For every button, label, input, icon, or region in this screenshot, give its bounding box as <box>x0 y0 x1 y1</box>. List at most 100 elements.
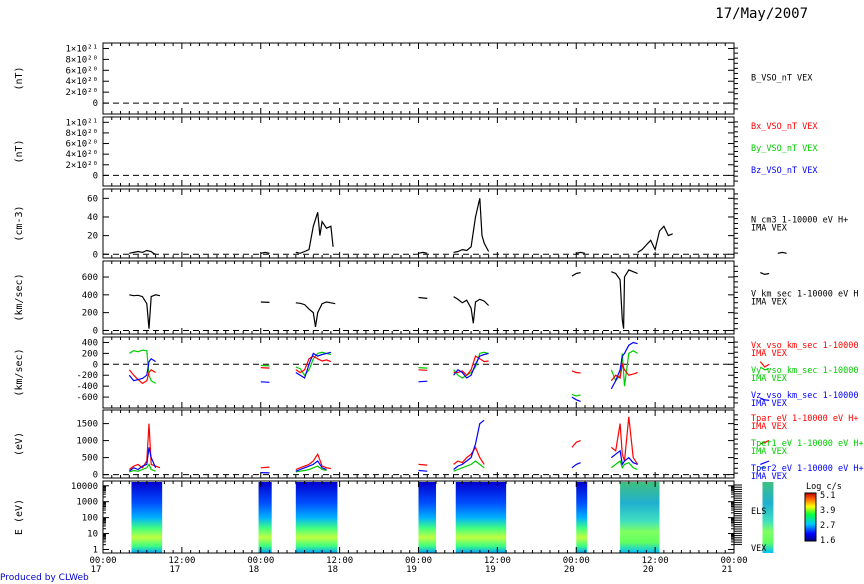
series-line <box>295 452 331 471</box>
series-line <box>295 465 327 473</box>
series-line <box>418 469 428 472</box>
x-tick-day-label: 17 <box>169 565 180 575</box>
series-line <box>576 251 586 254</box>
series-line <box>128 349 156 384</box>
y-axis-label: (nT) <box>14 66 25 90</box>
y-tick-label: 6×10²⁰ <box>65 140 98 150</box>
series-line <box>759 366 770 371</box>
legend-entry: IMA VEX <box>751 422 788 432</box>
series-line <box>418 369 428 371</box>
series-line <box>571 440 581 448</box>
series-line <box>610 449 638 467</box>
y-tick-label: 0 <box>93 250 98 260</box>
y-tick-label: -200 <box>76 371 98 381</box>
series-line <box>610 460 638 471</box>
y-tick-label: 200 <box>82 309 98 319</box>
series-line <box>128 423 161 470</box>
legend-entry: IMA VEX <box>751 447 788 457</box>
y-tick-label: 1×10²¹ <box>65 44 98 54</box>
panel-frame <box>102 409 735 479</box>
y-tick-label: 100 <box>82 514 98 524</box>
legend-entry: IMA VEX <box>751 374 788 384</box>
series-line <box>295 460 327 472</box>
y-tick-label: 4×10²⁰ <box>65 77 98 87</box>
spectrogram-block <box>418 482 437 553</box>
y-tick-label: 1000 <box>76 437 98 447</box>
y-tick-label: 1×10²¹ <box>65 118 98 128</box>
y-tick-label: 1000 <box>76 498 98 508</box>
legend-entry: VEX <box>751 544 767 554</box>
y-tick-label: -400 <box>76 382 98 392</box>
y-tick-label: 400 <box>82 338 98 348</box>
x-tick-time-label: 12:00 <box>326 556 353 566</box>
legend-entry: Tpar_eV 1-10000 eV H+ <box>751 414 858 424</box>
x-tick-day-label: 19 <box>406 565 417 575</box>
series-line <box>453 352 489 379</box>
y-axis-label: (km/sec) <box>14 348 25 396</box>
series-line <box>418 463 428 466</box>
spectrogram-block <box>295 482 338 553</box>
x-tick-day-label: 20 <box>643 565 654 575</box>
series-line <box>129 463 156 473</box>
spectrogram-block <box>620 482 660 553</box>
y-tick-label: 20 <box>87 232 98 242</box>
series-line <box>571 462 581 469</box>
series-line <box>610 416 639 465</box>
y-axis-label: E (eV) <box>14 499 25 535</box>
colorbar-tick-label: 3.9 <box>820 506 835 516</box>
legend-entry: V_km_sec 1-10000 eV H <box>751 290 858 300</box>
legend-entry: IMA VEX <box>751 349 788 359</box>
spectrogram-block <box>131 482 163 553</box>
x-tick-day-label: 20 <box>564 565 575 575</box>
series-line <box>260 381 270 383</box>
series-line <box>610 341 638 390</box>
series-line <box>571 393 581 397</box>
colorbar-tick-label: 5.1 <box>820 491 835 501</box>
x-tick-day-label: 18 <box>248 565 259 575</box>
y-tick-label: 4×10²⁰ <box>65 150 98 160</box>
series-line <box>128 447 157 472</box>
colorbar <box>804 492 817 542</box>
series-line <box>128 369 156 385</box>
legend-entry: IMA VEX <box>751 298 788 308</box>
legend-entry: Bx_VSO_nT VEX <box>751 122 818 132</box>
colorbar-label: Log c/s <box>806 482 842 492</box>
x-tick-time-label: 00:00 <box>247 556 274 566</box>
x-tick-time-label: 00:00 <box>89 556 116 566</box>
series-line <box>453 419 485 470</box>
spectrogram-block <box>576 482 588 553</box>
credit-label: Produced by CLWeb <box>0 573 89 583</box>
y-tick-label: 500 <box>82 454 98 464</box>
series-line <box>418 380 428 383</box>
x-tick-time-label: 00:00 <box>405 556 432 566</box>
spectrogram-block <box>455 482 507 553</box>
y-tick-label: 60 <box>87 194 98 204</box>
series-line <box>128 358 156 382</box>
series-line <box>453 460 485 472</box>
y-tick-label: 6×10²⁰ <box>65 66 98 76</box>
x-tick-day-label: 18 <box>327 565 338 575</box>
x-tick-time-label: 12:00 <box>484 556 511 566</box>
legend-entry: IMA VEX <box>751 224 788 234</box>
y-tick-label: 1500 <box>76 420 98 430</box>
y-tick-label: 1 <box>93 545 98 555</box>
series-line <box>453 351 489 379</box>
x-tick-time-label: 00:00 <box>720 556 747 566</box>
y-tick-label: 0 <box>93 171 98 181</box>
series-line <box>760 466 765 469</box>
series-line <box>295 351 332 377</box>
x-tick-day-label: 21 <box>722 565 733 575</box>
series-line <box>418 367 428 369</box>
series-line <box>637 225 673 253</box>
series-line <box>610 362 638 382</box>
y-tick-label: 200 <box>82 349 98 359</box>
series-line <box>418 296 428 299</box>
y-axis-label: (cm-3) <box>14 205 25 241</box>
x-tick-time-label: 00:00 <box>563 556 590 566</box>
series-line <box>418 251 428 254</box>
series-line <box>571 272 581 277</box>
legend-entry: Bz_VSO_nT VEX <box>751 166 818 176</box>
